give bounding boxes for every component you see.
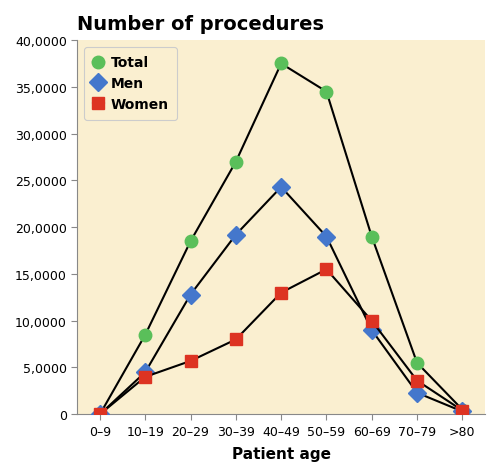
Line: Men: Men bbox=[94, 181, 468, 421]
X-axis label: Patient age: Patient age bbox=[232, 446, 330, 461]
Women bbox=[414, 378, 420, 384]
Total bbox=[324, 89, 330, 95]
Text: Number of procedures: Number of procedures bbox=[78, 15, 324, 34]
Men bbox=[368, 327, 374, 333]
Total bbox=[278, 61, 284, 67]
Women bbox=[324, 267, 330, 273]
Women bbox=[97, 412, 103, 417]
Women bbox=[368, 318, 374, 324]
Line: Women: Women bbox=[94, 264, 468, 421]
Women bbox=[233, 337, 239, 343]
Total bbox=[414, 360, 420, 366]
Men bbox=[233, 232, 239, 238]
Total bbox=[460, 407, 466, 413]
Men bbox=[414, 390, 420, 396]
Women bbox=[142, 374, 148, 380]
Total bbox=[368, 234, 374, 240]
Men bbox=[278, 185, 284, 190]
Women bbox=[278, 290, 284, 296]
Total bbox=[97, 412, 103, 417]
Total bbox=[233, 159, 239, 165]
Total bbox=[188, 239, 194, 245]
Line: Total: Total bbox=[94, 58, 468, 421]
Total bbox=[142, 332, 148, 338]
Women bbox=[188, 358, 194, 364]
Men bbox=[142, 369, 148, 375]
Men bbox=[97, 412, 103, 417]
Men bbox=[188, 292, 194, 298]
Women bbox=[460, 408, 466, 414]
Men bbox=[324, 234, 330, 240]
Men bbox=[460, 409, 466, 415]
Legend: Total, Men, Women: Total, Men, Women bbox=[84, 48, 177, 120]
